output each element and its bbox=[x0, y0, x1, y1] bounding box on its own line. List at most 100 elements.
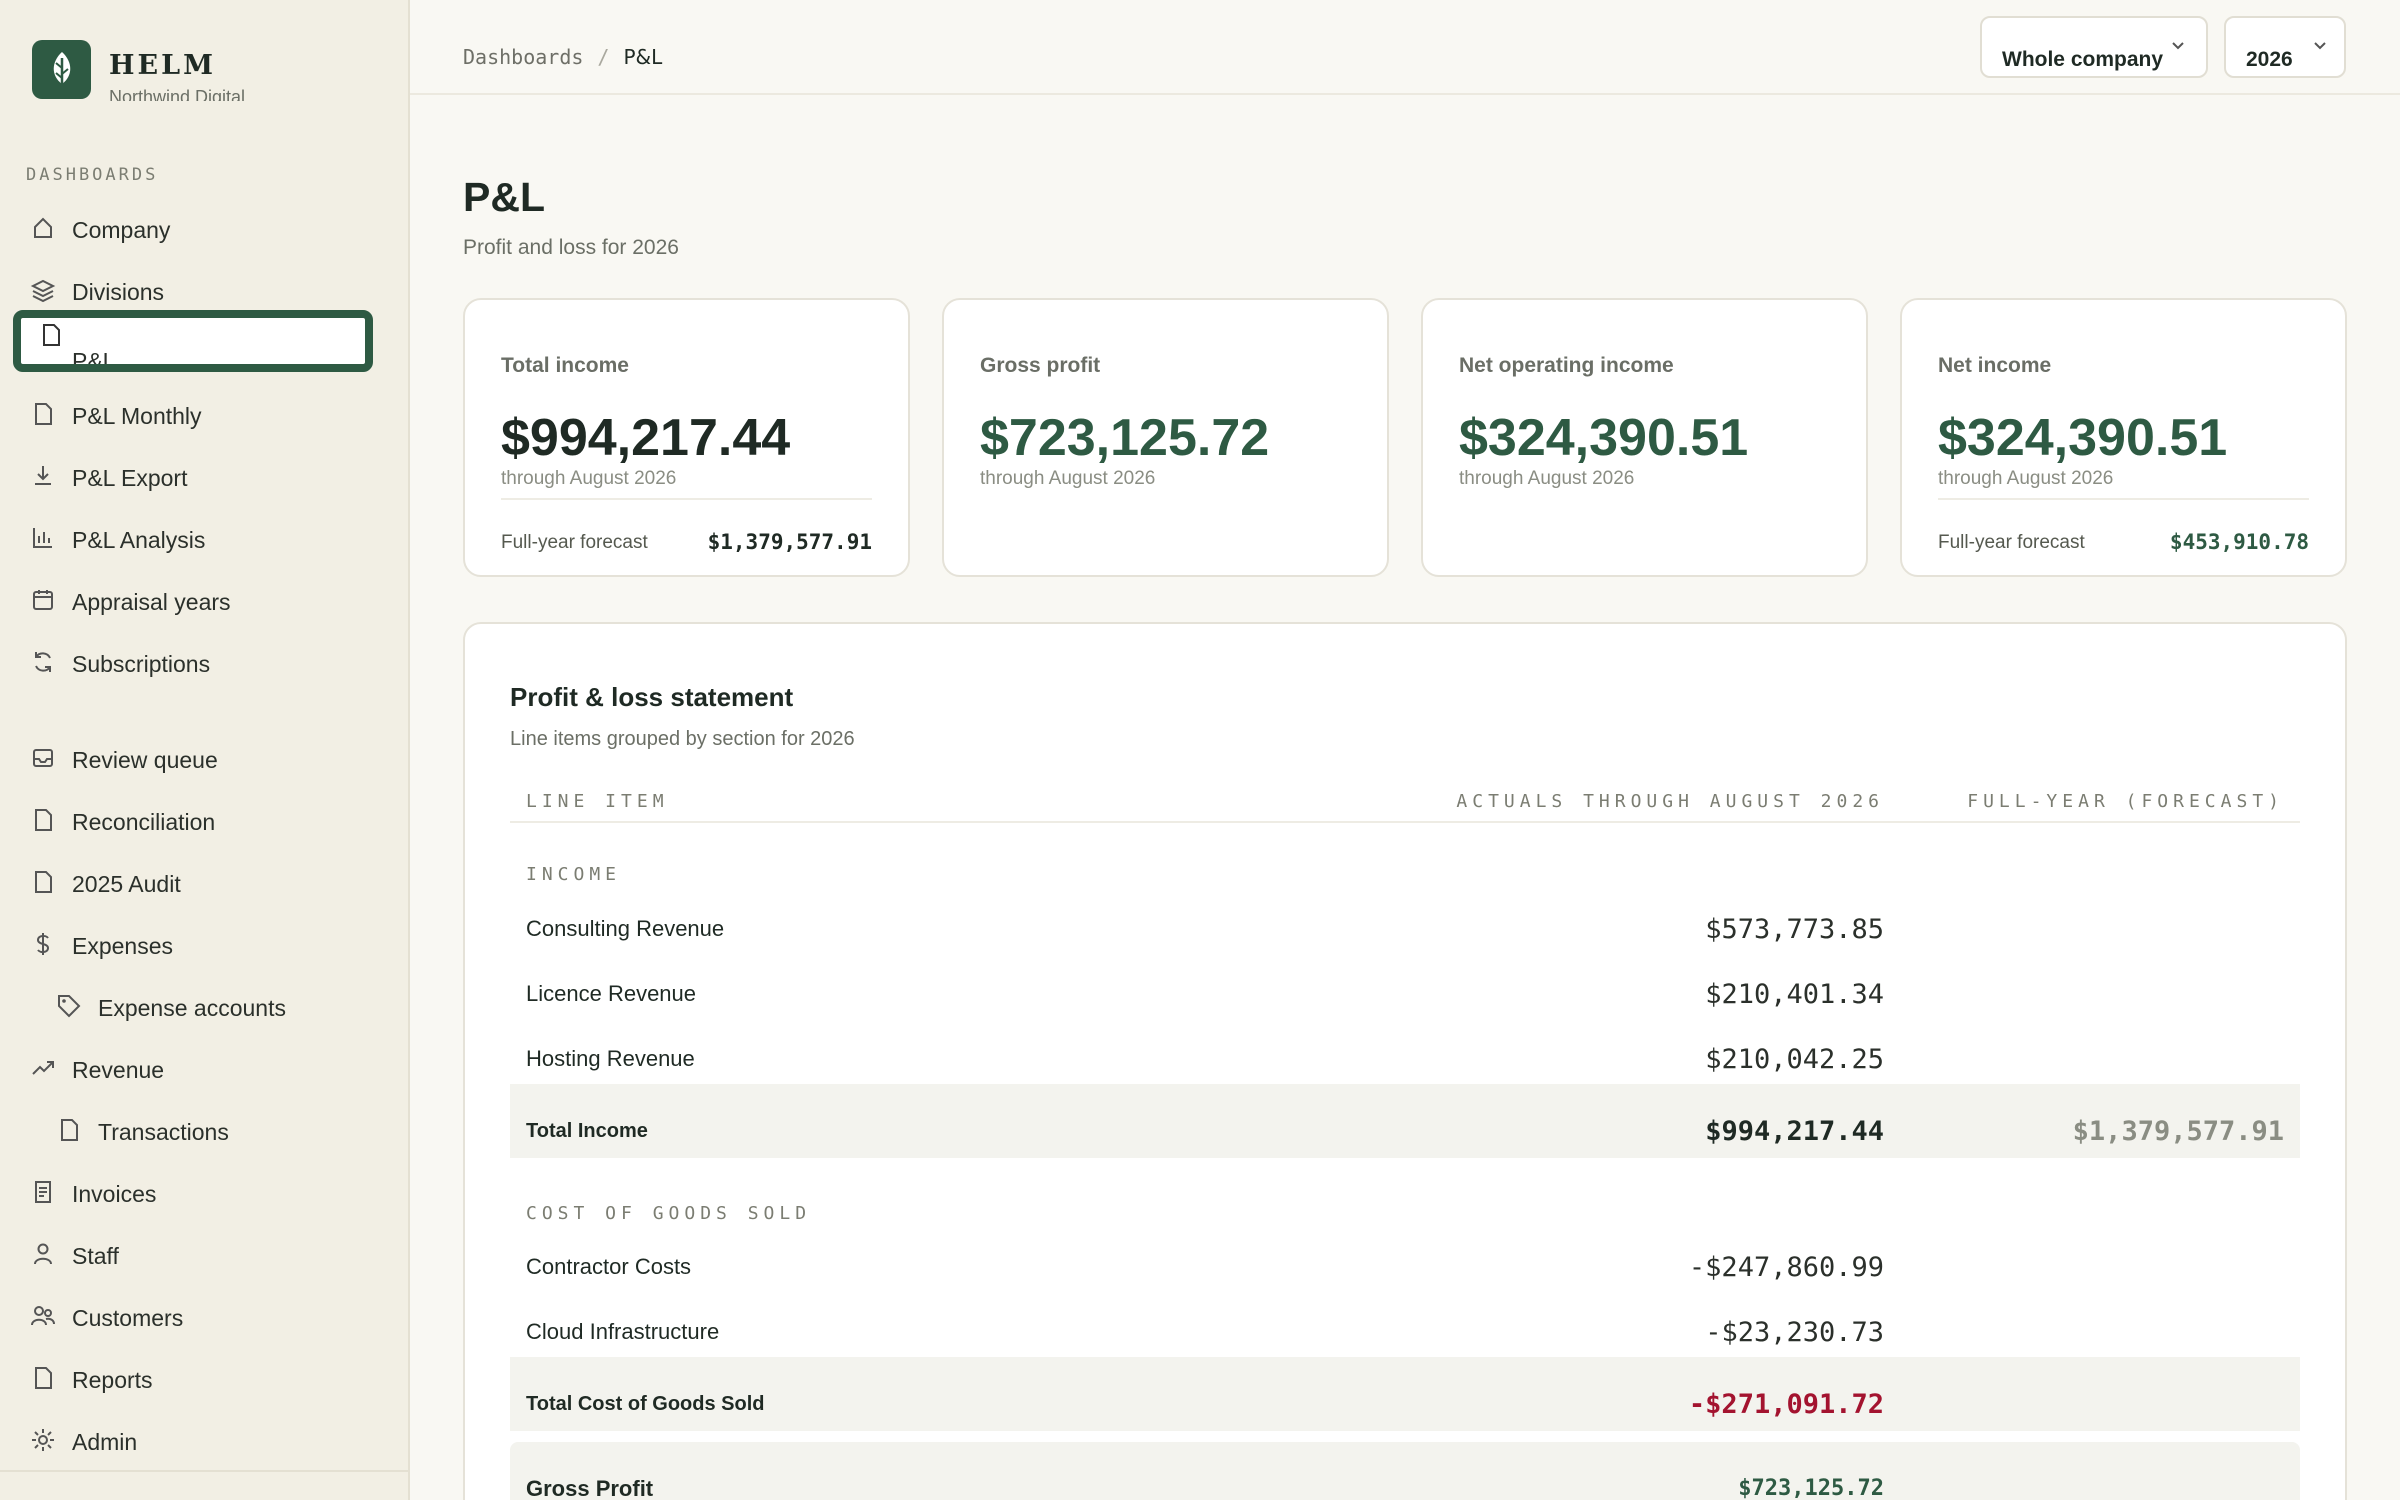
leaf-logo-icon bbox=[32, 40, 91, 99]
kpi-forecast-label: Full-year forecast bbox=[1938, 532, 2085, 553]
org-name: Northwind Digital bbox=[109, 87, 246, 101]
sidebar-item-review-queue[interactable]: Review queue bbox=[0, 735, 410, 785]
breadcrumb: Dashboards / P&L bbox=[463, 45, 662, 69]
table-row[interactable]: Hosting Revenue $210,042.25 bbox=[510, 1024, 2300, 1090]
sidebar-item-admin[interactable]: Admin bbox=[0, 1417, 410, 1467]
sidebar-item-expense-accounts[interactable]: Expense accounts bbox=[0, 983, 410, 1033]
dollar-icon bbox=[36, 933, 50, 955]
total-name: Total Cost of Goods Sold bbox=[526, 1393, 765, 1415]
sidebar-item-label: Expenses bbox=[72, 933, 174, 959]
sidebar-item-pl-analysis[interactable]: P&L Analysis bbox=[0, 515, 410, 565]
sidebar-item-label: Divisions bbox=[72, 279, 165, 305]
year-select[interactable]: 2026 bbox=[2224, 16, 2346, 78]
line-item-name: Contractor Costs bbox=[526, 1254, 692, 1279]
kpi-divider bbox=[1938, 498, 2309, 500]
nav-section-label: DASHBOARDS bbox=[26, 165, 159, 185]
sidebar-item-customers[interactable]: Customers bbox=[0, 1293, 410, 1343]
line-item-name: Licence Revenue bbox=[526, 981, 697, 1006]
sidebar-item-label: Review queue bbox=[72, 747, 218, 773]
sidebar-item-label: Subscriptions bbox=[72, 651, 211, 677]
sidebar-item-invoices[interactable]: Invoices bbox=[0, 1169, 410, 1219]
column-header-forecast: FULL-YEAR (FORECAST) bbox=[1967, 791, 2284, 812]
total-row-income: Total Income $994,217.44 $1,379,577.91 bbox=[510, 1084, 2300, 1158]
sidebar-item-label: P&L Export bbox=[72, 465, 188, 491]
sidebar-item-label: Revenue bbox=[72, 1057, 165, 1083]
kpi-value: $994,217.44 bbox=[501, 409, 791, 467]
section-label-cogs: COST OF GOODS SOLD bbox=[526, 1203, 812, 1224]
kpi-period: through August 2026 bbox=[1459, 468, 1635, 489]
table-row[interactable]: Contractor Costs -$247,860.99 bbox=[510, 1232, 2300, 1298]
sidebar-item-reconciliation[interactable]: Reconciliation bbox=[0, 797, 410, 847]
sidebar-item-label: Expense accounts bbox=[98, 995, 286, 1021]
line-item-actual: -$247,860.99 bbox=[1688, 1252, 1884, 1283]
bar-chart-icon bbox=[33, 528, 52, 548]
kpi-label: Net operating income bbox=[1459, 354, 1674, 377]
sidebar-item-divisions[interactable]: Divisions bbox=[0, 267, 410, 317]
total-actual: $994,217.44 bbox=[1705, 1116, 1884, 1147]
kpi-net-income: Net income $324,390.51 through August 20… bbox=[1900, 298, 2347, 577]
table-header: LINE ITEM ACTUALS THROUGH AUGUST 2026 FU… bbox=[510, 787, 2300, 823]
page-subtitle: Profit and loss for 2026 bbox=[463, 236, 679, 259]
sidebar-item-2025-audit[interactable]: 2025 Audit bbox=[0, 859, 410, 909]
sidebar-item-label: Admin bbox=[72, 1429, 138, 1455]
gear-icon bbox=[32, 1429, 54, 1451]
kpi-value: $723,125.72 bbox=[980, 409, 1270, 467]
table-row[interactable]: Consulting Revenue $573,773.85 bbox=[510, 894, 2300, 960]
column-header-line-item: LINE ITEM bbox=[526, 791, 669, 812]
document-icon bbox=[35, 809, 52, 831]
sidebar-item-label: Reports bbox=[72, 1367, 153, 1393]
kpi-label: Total income bbox=[501, 354, 629, 377]
table-row[interactable]: Licence Revenue $210,401.34 bbox=[510, 959, 2300, 1025]
kpi-forecast-value: $1,379,577.91 bbox=[707, 530, 872, 554]
sidebar-item-label: Staff bbox=[72, 1243, 119, 1269]
sidebar-item-expenses[interactable]: Expenses bbox=[0, 921, 410, 971]
column-header-actuals: ACTUALS THROUGH AUGUST 2026 bbox=[1456, 791, 1884, 812]
sidebar-item-label: Transactions bbox=[98, 1119, 229, 1145]
sidebar-item-subscriptions[interactable]: Subscriptions bbox=[0, 639, 410, 689]
pl-statement-panel: Profit & loss statement Line items group… bbox=[463, 622, 2347, 1500]
sidebar: HELM Northwind Digital DASHBOARDS Compan… bbox=[0, 0, 410, 1500]
line-item-actual: $210,042.25 bbox=[1705, 1044, 1884, 1075]
sidebar-item-pl[interactable]: P&L bbox=[13, 310, 373, 372]
sidebar-item-label: Company bbox=[72, 217, 171, 243]
calendar-icon bbox=[33, 590, 53, 610]
kpi-net-operating-income: Net operating income $324,390.51 through… bbox=[1421, 298, 1868, 577]
page-title: P&L bbox=[463, 174, 545, 220]
kpi-divider bbox=[501, 498, 872, 500]
breadcrumb-separator: / bbox=[597, 45, 610, 69]
document-icon bbox=[43, 324, 60, 346]
sidebar-item-reports[interactable]: Reports bbox=[0, 1355, 410, 1405]
sidebar-item-pl-export[interactable]: P&L Export bbox=[0, 453, 410, 503]
kpi-value: $324,390.51 bbox=[1459, 409, 1749, 467]
kpi-value: $324,390.51 bbox=[1938, 409, 2228, 467]
total-row-cogs: Total Cost of Goods Sold -$271,091.72 bbox=[510, 1357, 2300, 1431]
line-item-name: Hosting Revenue bbox=[526, 1046, 695, 1071]
layers-icon bbox=[30, 279, 56, 303]
app-name: HELM bbox=[109, 50, 216, 81]
company-select-value: Whole company bbox=[2002, 48, 2164, 71]
sidebar-item-label: P&L bbox=[72, 348, 116, 372]
brand[interactable]: HELM Northwind Digital bbox=[32, 38, 245, 101]
sidebar-item-revenue[interactable]: Revenue bbox=[0, 1045, 410, 1095]
user-icon bbox=[34, 1243, 52, 1265]
gross-profit-actual: $723,125.72 bbox=[1738, 1476, 1884, 1500]
document-icon bbox=[35, 871, 52, 893]
table-row[interactable]: Cloud Infrastructure -$23,230.73 bbox=[510, 1297, 2300, 1363]
sidebar-item-staff[interactable]: Staff bbox=[0, 1231, 410, 1281]
sidebar-item-appraisal-years[interactable]: Appraisal years bbox=[0, 577, 410, 627]
document-icon bbox=[35, 403, 52, 425]
breadcrumb-dashboards[interactable]: Dashboards bbox=[463, 45, 584, 69]
users-icon bbox=[31, 1306, 55, 1326]
sidebar-item-label: 2025 Audit bbox=[72, 871, 181, 897]
sidebar-item-label: Customers bbox=[72, 1305, 184, 1331]
sidebar-item-pl-monthly[interactable]: P&L Monthly bbox=[0, 391, 410, 441]
kpi-label: Net income bbox=[1938, 354, 2052, 377]
tag-icon bbox=[58, 995, 81, 1018]
company-select[interactable]: Whole company bbox=[1980, 16, 2208, 78]
kpi-gross-profit: Gross profit $723,125.72 through August … bbox=[942, 298, 1389, 577]
document-icon bbox=[61, 1119, 78, 1141]
kpi-period: through August 2026 bbox=[980, 468, 1156, 489]
year-select-value: 2026 bbox=[2246, 48, 2293, 71]
sidebar-item-transactions[interactable]: Transactions bbox=[0, 1107, 410, 1157]
sidebar-item-company[interactable]: Company bbox=[0, 205, 410, 255]
